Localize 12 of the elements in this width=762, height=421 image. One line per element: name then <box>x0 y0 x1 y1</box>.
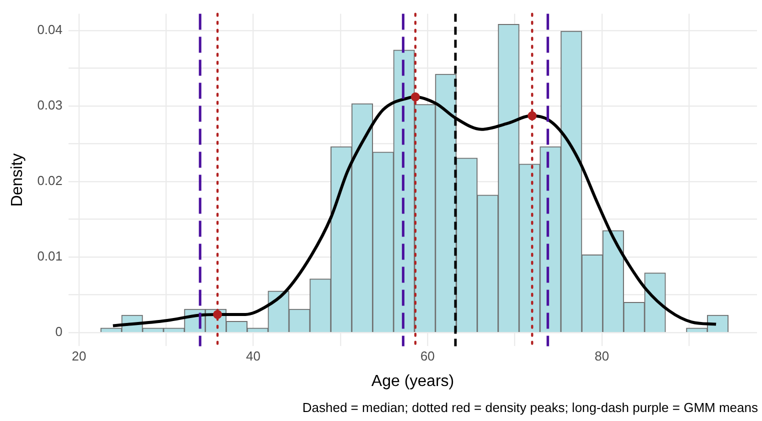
y-tick-label: 0.02 <box>37 173 62 188</box>
y-tick-label: 0.03 <box>37 98 62 113</box>
x-axis-title: Age (years) <box>371 372 454 390</box>
y-tick-label: 0.04 <box>37 22 62 37</box>
y-axis-title: Density <box>9 153 26 207</box>
x-tick-label: 20 <box>72 348 86 364</box>
text: Dashed = median; dotted red = density peaks; long-dash purple = GMM means <box>302 400 758 416</box>
x-tick-label: 40 <box>246 348 260 364</box>
y-tick-label: 0 <box>55 324 62 340</box>
y-tick-label: 0.01 <box>37 248 62 264</box>
x-tick-label: 60 <box>420 348 435 364</box>
x-tick-label: 80 <box>594 348 610 364</box>
